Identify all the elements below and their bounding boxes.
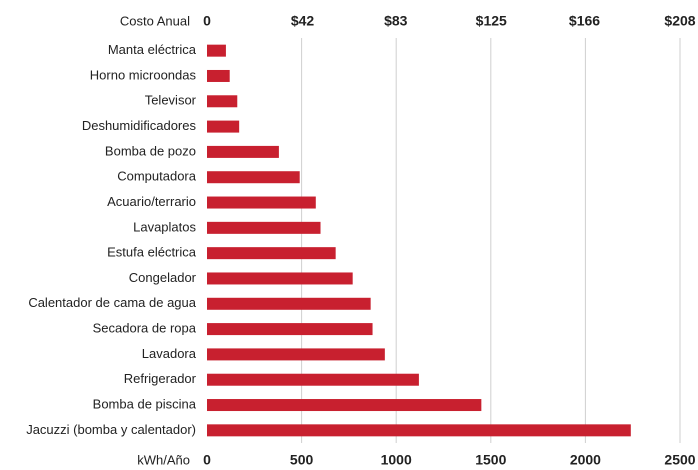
x-axis-label: kWh/Año	[137, 452, 190, 467]
x2-tick-label: $208	[664, 13, 695, 29]
y-tick-label: Congelador	[129, 270, 197, 285]
x2-tick-label: 0	[203, 13, 211, 29]
x-tick-label: 500	[290, 452, 314, 468]
y-tick-label: Refrigerador	[124, 371, 197, 386]
x-tick-label: 2000	[570, 452, 601, 468]
y-tick-label: Bomba de piscina	[93, 396, 197, 411]
bar	[207, 196, 316, 209]
bar	[207, 221, 321, 234]
y-tick-label: Lavadora	[142, 346, 197, 361]
y-tick-label: Televisor	[145, 93, 197, 108]
bar	[207, 373, 419, 386]
bar	[207, 120, 240, 133]
x2-tick-label: $166	[569, 13, 600, 29]
bar	[207, 145, 279, 158]
y-tick-label: Bomba de pozo	[105, 143, 196, 158]
x2-tick-label: $42	[291, 13, 315, 29]
y-tick-label: Computadora	[117, 169, 197, 184]
y-tick-label: Lavaplatos	[133, 219, 196, 234]
bar	[207, 44, 226, 57]
x-tick-label: 2500	[664, 452, 695, 468]
bar	[207, 171, 300, 184]
x-tick-label: 1500	[475, 452, 506, 468]
x2-axis-label: Costo Anual	[120, 13, 190, 28]
y-tick-label: Estufa eléctrica	[107, 245, 197, 260]
y-tick-label: Calentador de cama de agua	[28, 295, 196, 310]
bar	[207, 399, 482, 412]
bar	[207, 323, 373, 336]
bar	[207, 348, 385, 361]
y-tick-label: Manta eléctrica	[108, 42, 197, 57]
y-tick-label: Horno microondas	[90, 67, 197, 82]
x2-tick-label: $125	[476, 13, 507, 29]
bar	[207, 247, 336, 260]
x-tick-label: 1000	[381, 452, 412, 468]
y-tick-label: Jacuzzi (bomba y calentador)	[26, 422, 196, 437]
y-tick-label: Secadora de ropa	[93, 321, 197, 336]
bar	[207, 95, 238, 108]
x2-tick-label: $83	[384, 13, 408, 29]
bar	[207, 69, 230, 82]
y-tick-label: Deshumidificadores	[82, 118, 197, 133]
bar	[207, 272, 353, 285]
x-tick-label: 0	[203, 452, 211, 468]
bar	[207, 424, 631, 437]
y-tick-label: Acuario/terrario	[107, 194, 196, 209]
bar	[207, 297, 371, 310]
